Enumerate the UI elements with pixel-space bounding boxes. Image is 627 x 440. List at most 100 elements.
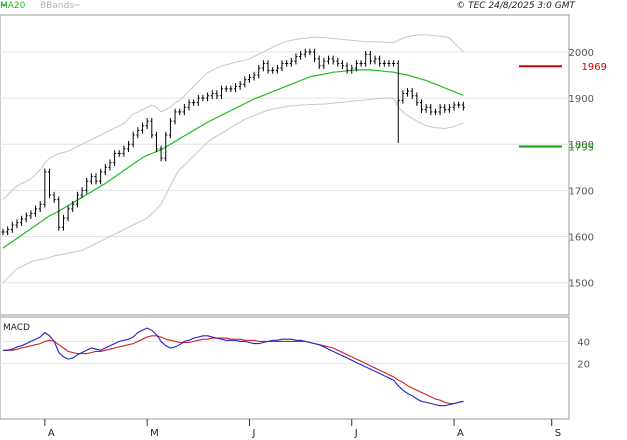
price-bar bbox=[433, 108, 437, 116]
price-bar bbox=[234, 83, 237, 93]
price-bar bbox=[66, 205, 70, 222]
price-bar bbox=[359, 60, 363, 67]
price-bar bbox=[378, 55, 382, 67]
y-tick-label: 1600 bbox=[569, 233, 594, 244]
price-bar bbox=[354, 60, 358, 72]
price-bar bbox=[6, 226, 10, 236]
price-panel bbox=[0, 14, 570, 316]
copyright-label: © TEC 24/8/2025 3:0 GMT bbox=[456, 1, 576, 11]
x-tick-label: J bbox=[354, 428, 358, 439]
price-bar bbox=[285, 60, 289, 67]
price-bar bbox=[415, 92, 419, 106]
price-bar bbox=[452, 101, 456, 111]
price-bar bbox=[457, 101, 461, 109]
price-bar bbox=[182, 104, 186, 116]
x-tick-label: J bbox=[251, 428, 255, 439]
x-tick-label: M bbox=[150, 428, 159, 439]
price-bar bbox=[224, 85, 228, 93]
price-bar bbox=[364, 51, 368, 67]
ma20-legend-label: MA20 bbox=[0, 1, 26, 11]
price-bar bbox=[206, 92, 210, 102]
y-tick-label: 1500 bbox=[569, 279, 594, 290]
price-bar bbox=[164, 131, 168, 162]
price-bar bbox=[24, 212, 28, 223]
price-bar bbox=[461, 101, 465, 111]
bband-lower-line bbox=[2, 97, 464, 284]
price-bar bbox=[443, 104, 447, 113]
macd-lines bbox=[3, 327, 464, 407]
y-tick-label: 1800 bbox=[569, 140, 594, 151]
price-bar bbox=[117, 150, 121, 157]
price-bar bbox=[220, 85, 224, 99]
price-bar bbox=[382, 60, 386, 67]
price-bar bbox=[424, 104, 428, 113]
price-bar bbox=[99, 168, 103, 185]
price-bar bbox=[401, 90, 405, 104]
y-tick-label: 1900 bbox=[569, 94, 594, 105]
price-bar bbox=[34, 205, 38, 217]
price-bar bbox=[266, 60, 270, 74]
price-bar bbox=[38, 201, 42, 213]
price-bar bbox=[1, 228, 5, 236]
price-bar bbox=[261, 60, 265, 72]
price-bar bbox=[340, 60, 344, 69]
price-bar bbox=[201, 94, 205, 102]
price-bar bbox=[303, 48, 307, 58]
bbands-legend-label: BBands bbox=[40, 1, 74, 11]
price-bar bbox=[89, 173, 93, 185]
price-bar bbox=[406, 87, 410, 97]
bband-upper-line bbox=[2, 34, 464, 200]
price-bar bbox=[108, 159, 112, 171]
price-bar bbox=[94, 173, 98, 185]
price-bar bbox=[299, 51, 303, 60]
price-bar bbox=[43, 168, 47, 208]
price-bar bbox=[15, 219, 19, 229]
price-bar bbox=[75, 191, 79, 208]
macd-y-tick-label: 40 bbox=[577, 337, 590, 348]
ma20-path bbox=[2, 69, 464, 249]
price-bar bbox=[373, 55, 377, 65]
price-bar bbox=[85, 177, 89, 194]
price-bar bbox=[392, 60, 396, 67]
price-bar bbox=[196, 94, 200, 106]
price-bar bbox=[192, 99, 196, 106]
macd-y-tick-label: 20 bbox=[577, 360, 590, 371]
y-axis-labels: 1500 1600 1700 1800 1900 2000 bbox=[569, 48, 594, 290]
price-bar bbox=[308, 48, 312, 56]
price-bar bbox=[289, 57, 293, 67]
macd-path bbox=[3, 327, 464, 407]
price-bar bbox=[313, 48, 317, 63]
price-bar bbox=[173, 108, 177, 125]
price-bar bbox=[350, 64, 354, 74]
price-bar bbox=[438, 104, 442, 116]
price-bar bbox=[20, 215, 24, 226]
x-tick-label: A bbox=[457, 428, 464, 439]
macd-title: MACD bbox=[3, 323, 30, 333]
price-bar bbox=[141, 122, 144, 134]
price-bar bbox=[122, 145, 126, 157]
price-bar bbox=[150, 117, 154, 139]
price-bar bbox=[48, 168, 51, 199]
price-bar bbox=[71, 201, 75, 213]
price-bar bbox=[345, 62, 349, 74]
price-bar bbox=[420, 99, 423, 113]
price-bar bbox=[215, 90, 219, 99]
price-bar bbox=[238, 81, 242, 90]
macd-panel bbox=[0, 316, 570, 420]
price-bar bbox=[103, 164, 107, 176]
price-bar bbox=[52, 191, 56, 203]
price-bar bbox=[368, 51, 372, 65]
price-bar bbox=[61, 214, 65, 231]
price-bar bbox=[127, 141, 131, 153]
price-bar bbox=[145, 117, 149, 129]
price-bar bbox=[168, 117, 172, 139]
price-bar bbox=[229, 85, 233, 93]
price-bar bbox=[131, 131, 135, 148]
price-bar bbox=[178, 108, 182, 116]
resistance-label: 1969 bbox=[582, 62, 607, 73]
price-bar bbox=[80, 187, 84, 199]
